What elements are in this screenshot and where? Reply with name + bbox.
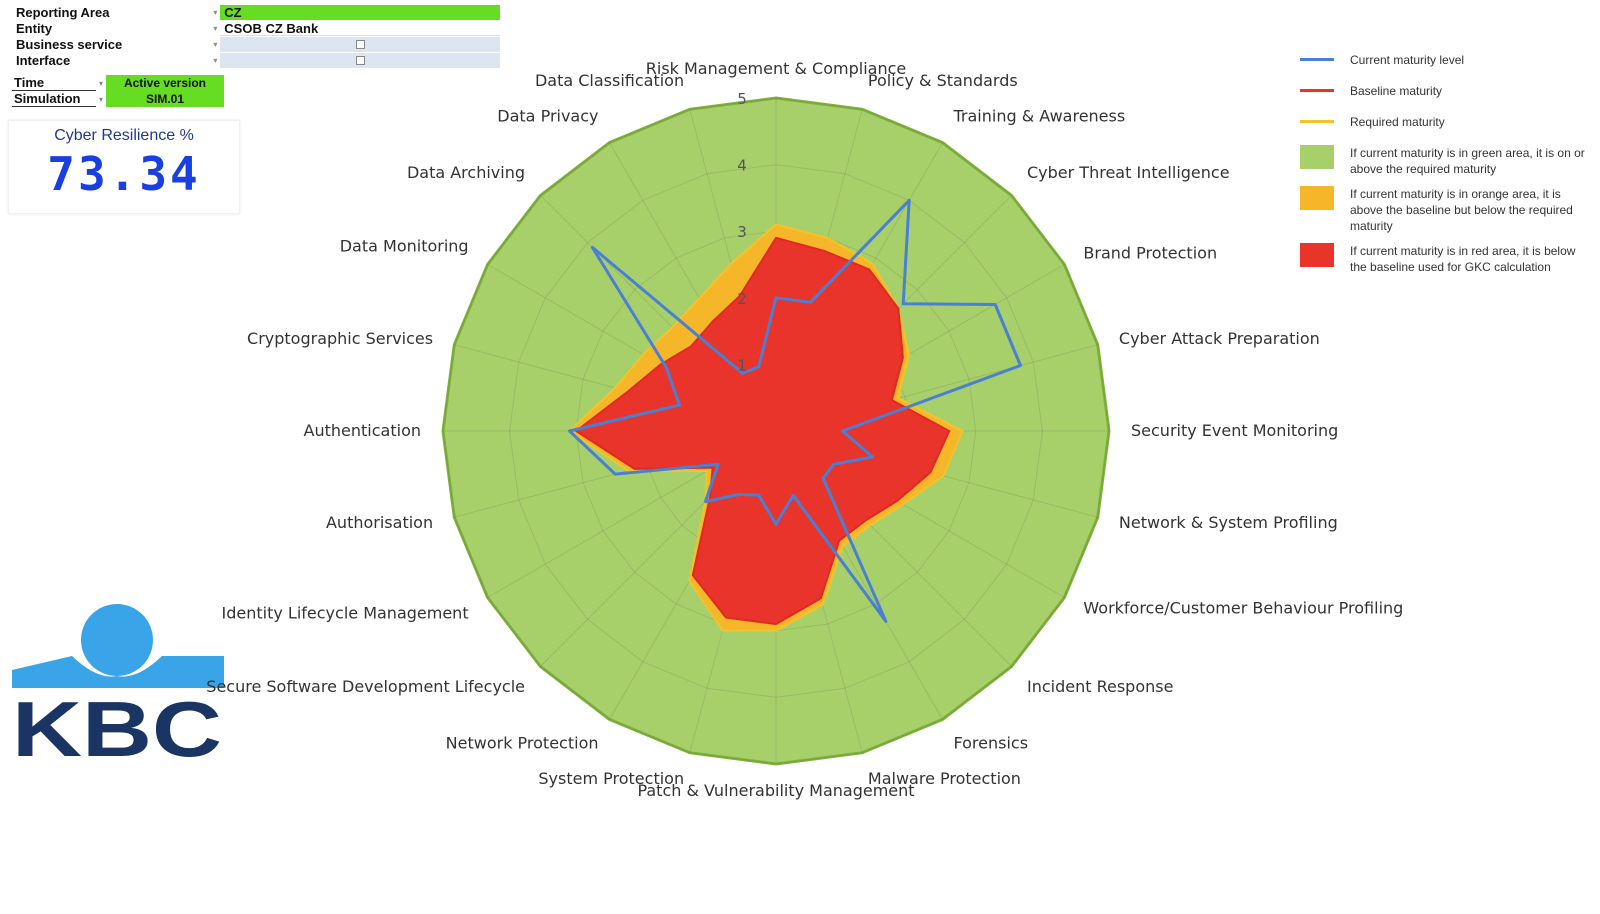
axis-label: Incident Response	[1027, 677, 1173, 696]
logo-circle	[81, 604, 153, 676]
axis-label: Data Monitoring	[340, 237, 469, 256]
axis-label: System Protection	[538, 769, 684, 788]
filter-label: Entity	[16, 20, 53, 36]
simulation-label: Simulation	[12, 91, 96, 107]
simulation-select[interactable]: SIM.01	[106, 91, 224, 107]
legend-swatch	[1300, 145, 1334, 169]
tick-label: 4	[737, 157, 747, 175]
axis-label: Cyber Threat Intelligence	[1027, 163, 1230, 182]
kbc-logo: KBC	[12, 604, 224, 773]
business-service-select[interactable]	[220, 36, 500, 52]
legend-item: Baseline maturity	[1300, 83, 1590, 99]
tick-label: 3	[737, 223, 747, 241]
dropdown-arrow-icon[interactable]: ▾	[213, 23, 218, 33]
legend-swatch	[1300, 186, 1334, 210]
axis-label: Malware Protection	[868, 769, 1021, 788]
series-current	[568, 198, 1022, 623]
axis-label: Network Protection	[446, 733, 599, 752]
axis-label: Identity Lifecycle Management	[222, 604, 469, 623]
tick-label: 5	[737, 90, 747, 108]
time-select[interactable]: Active version	[106, 75, 224, 91]
legend-text: Required maturity	[1350, 115, 1445, 129]
legend-text: Current maturity level	[1350, 53, 1465, 67]
legend-item: If current maturity is in green area, it…	[1300, 145, 1590, 177]
axis-label: Secure Software Development Lifecycle	[206, 677, 525, 696]
axis-label: Data Privacy	[497, 107, 598, 126]
simulation-row: Simulation ▾ SIM.01	[12, 91, 224, 107]
reporting-area-select[interactable]: CZ	[220, 4, 500, 20]
legend-text: If current maturity is in orange area, i…	[1350, 187, 1573, 233]
axis-label: Workforce/Customer Behaviour Profiling	[1083, 599, 1403, 618]
legend-item: If current maturity is in red area, it i…	[1300, 243, 1590, 275]
entity-select[interactable]: CSOB CZ Bank	[220, 20, 500, 36]
axis-label: Cyber Attack Preparation	[1119, 329, 1320, 348]
filter-row-entity: Entity ▾ CSOB CZ Bank	[12, 20, 500, 36]
axis-label: Security Event Monitoring	[1131, 421, 1338, 440]
dropdown-arrow-icon[interactable]: ▾	[98, 78, 103, 88]
cyber-resilience-title: Cyber Resilience %	[54, 127, 194, 144]
logo-bar	[12, 656, 224, 688]
legend-swatch	[1300, 120, 1334, 123]
axis-label: Training & Awareness	[953, 107, 1126, 126]
axis-label: Risk Management & Compliance	[646, 59, 906, 78]
legend-item: Required maturity	[1300, 114, 1590, 130]
axis-label: Data Archiving	[407, 163, 525, 182]
time-label: Time	[12, 75, 96, 91]
dropdown-arrow-icon[interactable]: ▾	[98, 94, 103, 104]
filter-label: Reporting Area	[16, 4, 110, 20]
axis-label: Authorisation	[326, 513, 433, 532]
axis-label: Network & System Profiling	[1119, 513, 1338, 532]
legend-swatch	[1300, 89, 1334, 92]
axis-label: Brand Protection	[1083, 244, 1217, 263]
filter-label: Interface	[16, 52, 71, 68]
filter-panel: Reporting Area ▾ CZ Entity ▾ CSOB CZ Ban…	[12, 4, 500, 68]
cyber-resilience-value: 73.34	[47, 147, 201, 201]
legend-swatch	[1300, 58, 1334, 61]
legend-item: If current maturity is in orange area, i…	[1300, 186, 1590, 234]
series-baseline	[574, 236, 951, 626]
axis-label: Cryptographic Services	[247, 329, 433, 348]
filter-label: Business service	[16, 36, 123, 52]
axis-label: Data Classification	[535, 71, 684, 90]
logo-wordmark: KBC	[12, 685, 222, 773]
tick-label: 1	[737, 356, 747, 374]
grid-ring	[442, 97, 1110, 765]
filter-row-business-service: Business service ▾	[12, 36, 500, 52]
checkbox-icon[interactable]	[356, 39, 366, 49]
checkbox-icon[interactable]	[356, 55, 366, 65]
cyber-resilience-card: Cyber Resilience % 73.34	[8, 120, 240, 214]
axis-label: Authentication	[304, 421, 421, 440]
legend-swatch	[1300, 243, 1334, 267]
grid-ring	[509, 164, 1043, 698]
chart-legend: Current maturity level Baseline maturity R…	[1300, 52, 1590, 284]
axis-label: Forensics	[954, 733, 1029, 752]
dropdown-arrow-icon[interactable]: ▾	[213, 55, 218, 65]
dropdown-arrow-icon[interactable]: ▾	[213, 7, 218, 17]
axis-label: Policy & Standards	[868, 71, 1018, 90]
dropdown-arrow-icon[interactable]: ▾	[213, 39, 218, 49]
time-row: Time ▾ Active version	[12, 75, 224, 91]
legend-text: If current maturity is in green area, it…	[1350, 146, 1585, 176]
interface-select[interactable]	[220, 52, 500, 68]
legend-text: Baseline maturity	[1350, 84, 1443, 98]
filter-row-interface: Interface ▾	[12, 52, 500, 68]
legend-item: Current maturity level	[1300, 52, 1590, 68]
filter-row-reporting-area: Reporting Area ▾ CZ	[12, 4, 500, 20]
legend-text: If current maturity is in red area, it i…	[1350, 244, 1576, 274]
axis-label: Patch & Vulnerability Management	[637, 781, 914, 800]
tick-label: 2	[737, 290, 747, 308]
